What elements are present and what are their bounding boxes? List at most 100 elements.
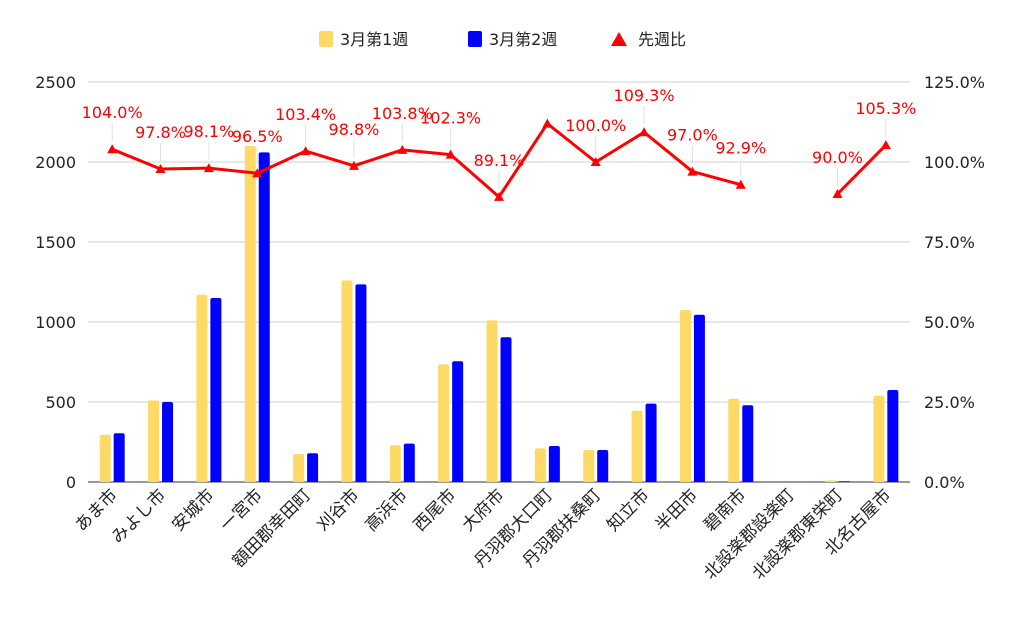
left-tick-label: 1000 [35, 313, 76, 332]
bar-week2 [210, 298, 222, 482]
bar-week2 [693, 314, 705, 482]
category-tick-label: 安城市 [168, 485, 218, 535]
bar-week1 [873, 395, 885, 482]
bar-week2 [838, 481, 850, 482]
ratio-data-label: 103.8% [372, 104, 433, 123]
bar-week1 [244, 146, 256, 482]
ratio-marker [300, 146, 311, 156]
bar-week2 [887, 390, 899, 482]
bar-week1 [534, 448, 546, 482]
bar-week1 [583, 450, 595, 482]
ratio-marker [832, 189, 843, 198]
ratio-marker [542, 118, 553, 128]
right-tick-label: 50.0% [924, 313, 975, 332]
legend-label-ratio[interactable]: 先週比 [638, 30, 686, 49]
category-tick-label: 高浜市 [362, 485, 412, 535]
legend-swatch-week2 [468, 31, 482, 47]
ratio-data-label: 105.3% [855, 99, 916, 118]
category-tick-label: 半田市 [652, 485, 702, 535]
ratio-marker [639, 127, 650, 137]
left-tick-label: 2000 [35, 153, 76, 172]
gridlines [88, 81, 910, 483]
bar-week2 [500, 337, 512, 482]
ratio-marker [687, 166, 698, 176]
ratio-data-label: 100.0% [565, 116, 626, 135]
left-tick-label: 500 [45, 393, 76, 412]
ratio-data-label: 92.9% [715, 139, 766, 158]
ratio-data-label: 104.0% [82, 103, 143, 122]
ratio-data-label: 90.0% [812, 148, 863, 167]
bar-week2 [597, 450, 609, 482]
right-tick-label: 125.0% [924, 73, 985, 92]
ratio-marker [397, 144, 408, 154]
bar-week2 [355, 284, 367, 482]
bar-week2 [162, 402, 174, 482]
ratio-data-label: 97.8% [135, 123, 186, 142]
ratio-marker [880, 140, 891, 150]
legend-swatch-week1 [319, 31, 333, 47]
left-tick-label: 2500 [35, 73, 76, 92]
ratio-line-segment [111, 122, 742, 199]
ratio-line [107, 118, 891, 201]
left-axis: 0 500 1000 1500 2000 2500 [35, 73, 76, 492]
right-tick-label: 100.0% [924, 153, 985, 172]
ratio-marker [203, 163, 214, 173]
ratio-data-label: 102.3% [420, 109, 481, 128]
bar-week2 [258, 152, 270, 482]
bar-week1 [438, 364, 450, 482]
category-tick-label: みよし市 [108, 485, 170, 547]
ratio-data-label: 103.4% [275, 105, 336, 124]
ratio-data-label: 98.1% [183, 122, 234, 141]
bar-week2 [452, 361, 464, 482]
ratio-marker [590, 157, 601, 166]
bar-week1 [631, 410, 643, 482]
category-tick-label: 知立市 [603, 485, 653, 535]
bar-week1 [824, 480, 836, 482]
ratio-marker [348, 160, 359, 170]
bar-week1 [196, 294, 208, 482]
right-axis: 0.0% 25.0% 50.0% 75.0% 100.0% 125.0% [924, 73, 985, 492]
ratio-marker [155, 164, 166, 174]
bar-week1 [728, 398, 740, 482]
ratio-marker [107, 144, 118, 154]
legend-marker-ratio [611, 32, 627, 46]
ratio-line-segment [836, 143, 887, 196]
left-tick-label: 1500 [35, 233, 76, 252]
ratio-data-label: 89.1% [474, 151, 525, 170]
legend-label-week2[interactable]: 3月第2週 [489, 30, 557, 49]
ratio-data-label: 96.5% [232, 127, 283, 146]
bar-week1 [341, 280, 353, 482]
bar-week1 [679, 310, 691, 482]
category-tick-label: 刈谷市 [313, 485, 363, 535]
bar-week1 [99, 434, 111, 482]
bars [99, 146, 899, 482]
ratio-marker [445, 149, 456, 159]
bar-week1 [148, 400, 160, 482]
ratio-data-label: 98.8% [329, 120, 380, 139]
bar-week1 [389, 445, 401, 482]
bar-week1 [486, 320, 498, 482]
ratio-data-label: 109.3% [614, 86, 675, 105]
right-tick-label: 0.0% [924, 473, 965, 492]
bar-week1 [293, 454, 305, 482]
left-tick-label: 0 [66, 473, 76, 492]
bar-week2 [113, 433, 125, 482]
bar-week2 [403, 443, 415, 482]
ratio-marker [735, 179, 746, 189]
ratio-marker [494, 191, 504, 201]
category-labels: あま市みよし市安城市一宮市額田郡幸田町刈谷市高浜市西尾市大府市丹羽郡大口町丹羽郡… [72, 485, 896, 583]
ratio-data-label: 97.0% [667, 126, 718, 145]
right-tick-label: 75.0% [924, 233, 975, 252]
bar-week2 [307, 453, 319, 482]
legend-label-week1[interactable]: 3月第1週 [340, 30, 408, 49]
ratio-labels: 104.0%97.8%98.1%96.5%103.4%98.8%103.8%10… [82, 86, 916, 189]
bar-week2 [548, 446, 560, 482]
right-tick-label: 25.0% [924, 393, 975, 412]
bar-week2 [645, 403, 657, 482]
ratio-marker [252, 168, 263, 178]
legend: 3月第1週 3月第2週 先週比 [319, 30, 686, 49]
category-tick-label: 西尾市 [410, 485, 460, 535]
bar-week2 [742, 405, 754, 482]
